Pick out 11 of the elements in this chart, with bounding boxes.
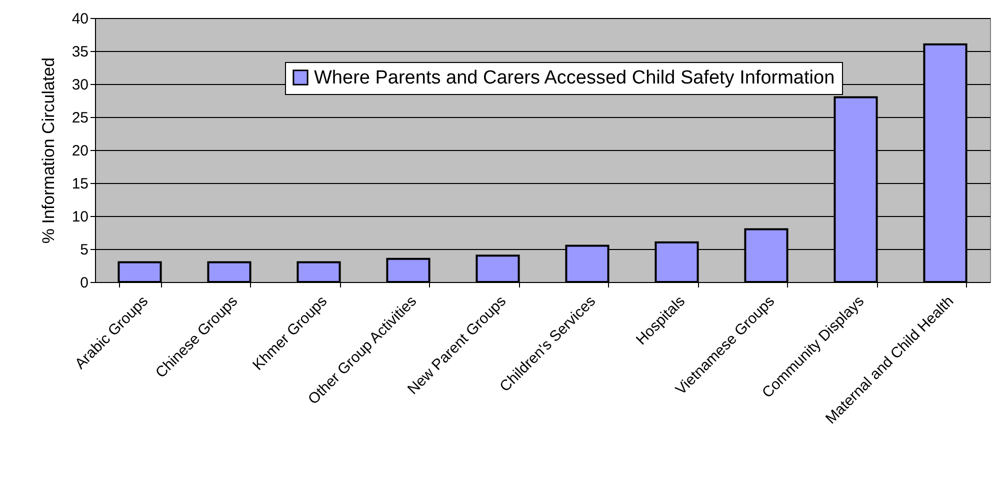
- y-tick-label: 35: [72, 44, 88, 60]
- y-tick-label: 15: [72, 176, 88, 192]
- y-tick-label: 20: [72, 142, 88, 160]
- y-tick-label: 30: [72, 76, 88, 94]
- y-tick-label: 0: [80, 274, 88, 292]
- y-axis-title: % Information Circulated: [38, 57, 58, 244]
- y-tick-label: 5: [80, 242, 88, 258]
- y-tick-label: 25: [72, 110, 88, 126]
- legend-label: Where Parents and Carers Accessed Child Safety Information: [314, 68, 835, 88]
- y-tick-label: 10: [72, 208, 88, 226]
- y-tick-label: 40: [72, 10, 88, 28]
